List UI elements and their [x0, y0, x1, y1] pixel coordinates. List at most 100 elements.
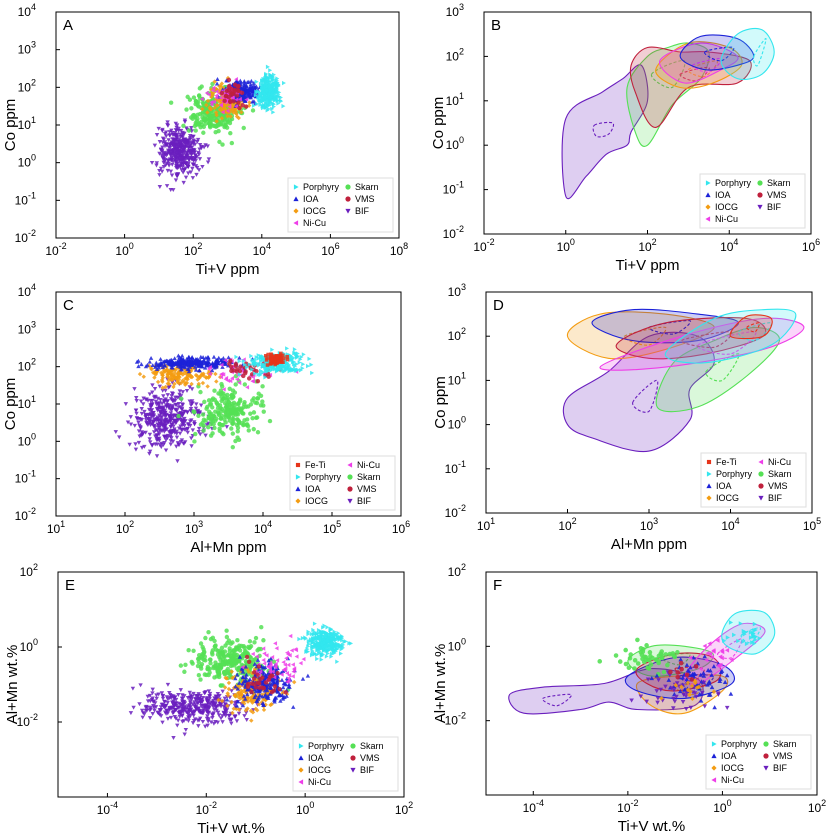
points-ni-cu	[688, 638, 734, 672]
data-point	[176, 377, 181, 382]
x-tick-label: 10-4	[97, 800, 118, 817]
data-point	[178, 162, 184, 167]
data-point	[252, 695, 257, 700]
data-point	[147, 716, 153, 721]
data-point	[222, 124, 227, 130]
data-point	[693, 694, 699, 699]
data-point	[154, 367, 160, 372]
data-point	[249, 698, 254, 703]
data-point	[279, 677, 285, 682]
data-point	[235, 646, 240, 652]
data-point	[702, 643, 707, 649]
data-point	[199, 666, 204, 671]
data-point	[292, 347, 297, 352]
data-point	[202, 672, 207, 677]
data-point	[154, 696, 159, 701]
data-point	[165, 152, 170, 157]
data-point	[219, 105, 225, 110]
panel-letter: A	[63, 17, 73, 34]
data-point	[752, 641, 757, 646]
data-point	[242, 701, 247, 706]
data-point	[158, 429, 164, 434]
data-point	[200, 719, 206, 724]
data-point	[206, 689, 212, 694]
data-point	[656, 653, 662, 659]
data-point	[208, 657, 213, 662]
data-point	[165, 120, 170, 125]
data-point	[233, 438, 238, 444]
data-point	[191, 361, 196, 366]
data-point	[654, 657, 659, 662]
data-point	[173, 398, 178, 403]
data-point	[282, 369, 287, 374]
x-tick-label: 104	[254, 519, 272, 536]
data-point	[168, 188, 173, 192]
data-point	[229, 426, 234, 431]
legend-marker	[350, 743, 356, 749]
data-point	[206, 706, 212, 711]
data-point	[177, 141, 182, 146]
legend-label: Porphyry	[716, 469, 753, 479]
data-point	[708, 651, 713, 657]
data-point	[259, 625, 264, 630]
data-point	[700, 690, 705, 695]
data-point	[260, 96, 265, 102]
data-point	[709, 672, 715, 677]
data-point	[198, 677, 203, 682]
data-point	[256, 695, 261, 700]
data-point	[177, 431, 183, 436]
data-point	[321, 637, 326, 642]
data-point	[291, 359, 295, 365]
legend-label: IOA	[721, 751, 737, 761]
data-point	[168, 425, 174, 430]
data-point	[250, 367, 255, 372]
legend-label: VMS	[355, 194, 375, 204]
data-point	[242, 92, 247, 97]
legend-marker	[758, 495, 764, 501]
data-point	[231, 400, 237, 406]
data-point	[241, 401, 247, 407]
data-point	[285, 671, 290, 676]
data-point	[632, 666, 637, 671]
data-point	[262, 90, 266, 96]
data-point	[260, 78, 265, 83]
data-point	[648, 662, 654, 667]
data-point	[722, 638, 727, 643]
contour-inner	[697, 331, 757, 355]
data-point	[248, 82, 253, 87]
data-point	[158, 147, 164, 152]
data-point	[210, 715, 215, 720]
data-point	[220, 689, 225, 694]
data-point	[246, 644, 251, 650]
contour-inner	[752, 38, 767, 67]
data-point	[197, 86, 203, 91]
data-point	[167, 705, 172, 710]
data-point	[241, 696, 246, 701]
data-point	[673, 682, 678, 688]
data-point	[284, 693, 289, 698]
data-point	[261, 370, 266, 375]
data-point	[171, 736, 176, 740]
data-point	[212, 675, 217, 680]
y-tick-label: 100	[18, 431, 36, 448]
data-point	[230, 431, 236, 436]
data-point	[339, 647, 344, 652]
data-point	[753, 637, 758, 643]
data-point	[229, 408, 234, 414]
data-point	[701, 673, 707, 678]
data-point	[147, 432, 153, 437]
data-point	[149, 414, 155, 419]
series-vms	[244, 654, 288, 695]
data-point	[147, 437, 152, 442]
legend-box	[700, 452, 807, 508]
data-point	[285, 357, 290, 362]
data-point	[223, 106, 228, 112]
data-point	[254, 84, 259, 89]
data-point	[206, 363, 211, 368]
data-point	[198, 693, 203, 698]
data-point	[165, 700, 170, 705]
data-point	[196, 652, 202, 658]
data-point	[275, 670, 280, 676]
data-point	[209, 94, 214, 100]
